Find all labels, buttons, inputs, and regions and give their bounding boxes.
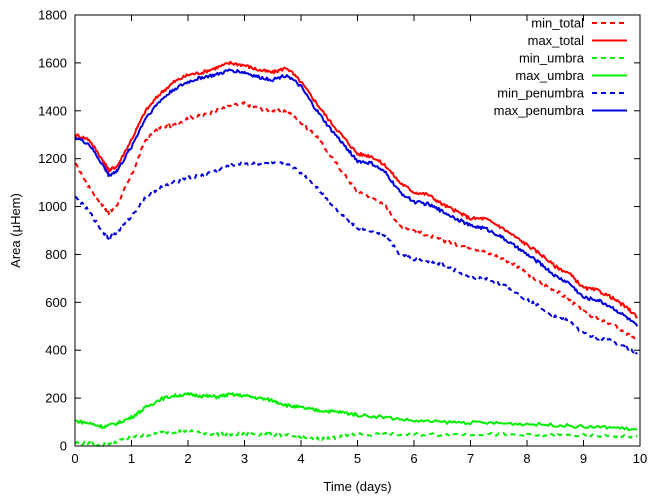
y-tick-label: 800 <box>45 247 67 262</box>
x-tick-label: 4 <box>297 451 304 466</box>
y-tick-label: 400 <box>45 343 67 358</box>
series-line-min-umbra <box>74 428 638 447</box>
ticks-layer: 0 1 2 3 4 5 6 7 8 9 10 0 200 400 600 800 1000 1200 1400 160… <box>38 8 647 467</box>
series-layer <box>74 60 639 447</box>
x-tick-label: 3 <box>241 451 248 466</box>
x-tick-label: 10 <box>633 451 647 466</box>
legend-label: min_umbra <box>519 51 585 66</box>
x-tick-label: 9 <box>580 451 587 466</box>
y-tick-label: 200 <box>45 391 67 406</box>
series-line-max-umbra <box>74 392 638 432</box>
y-tick-label: 1400 <box>38 103 67 118</box>
legend-label: max_penumbra <box>494 103 585 118</box>
x-tick-label: 6 <box>410 451 417 466</box>
y-axis-title: Area (μHem) <box>8 193 23 268</box>
x-tick-label: 1 <box>128 451 135 466</box>
legend-label: min_penumbra <box>497 86 584 101</box>
series-line-min-penumbra <box>74 161 638 355</box>
y-tick-label: 600 <box>45 295 67 310</box>
y-tick-label: 1600 <box>38 55 67 70</box>
legend-label: max_total <box>528 33 584 48</box>
legend-label: min_total <box>531 16 584 31</box>
x-tick-label: 2 <box>184 451 191 466</box>
series-line-max-total <box>74 60 638 319</box>
y-tick-label: 0 <box>60 439 67 454</box>
x-tick-label: 0 <box>71 451 78 466</box>
y-tick-label: 1000 <box>38 199 67 214</box>
y-tick-label: 1800 <box>38 8 67 23</box>
legend-label: max_umbra <box>515 68 584 83</box>
series-line-max-penumbra <box>74 68 639 327</box>
series-line-min-total <box>74 101 638 342</box>
y-tick-label: 1200 <box>38 151 67 166</box>
legend: min_total max_total min_umbra max_umbra min_… <box>494 16 627 118</box>
x-tick-label: 8 <box>523 451 530 466</box>
x-tick-label: 5 <box>354 451 361 466</box>
x-axis-title: Time (days) <box>323 479 391 494</box>
x-tick-label: 7 <box>467 451 474 466</box>
